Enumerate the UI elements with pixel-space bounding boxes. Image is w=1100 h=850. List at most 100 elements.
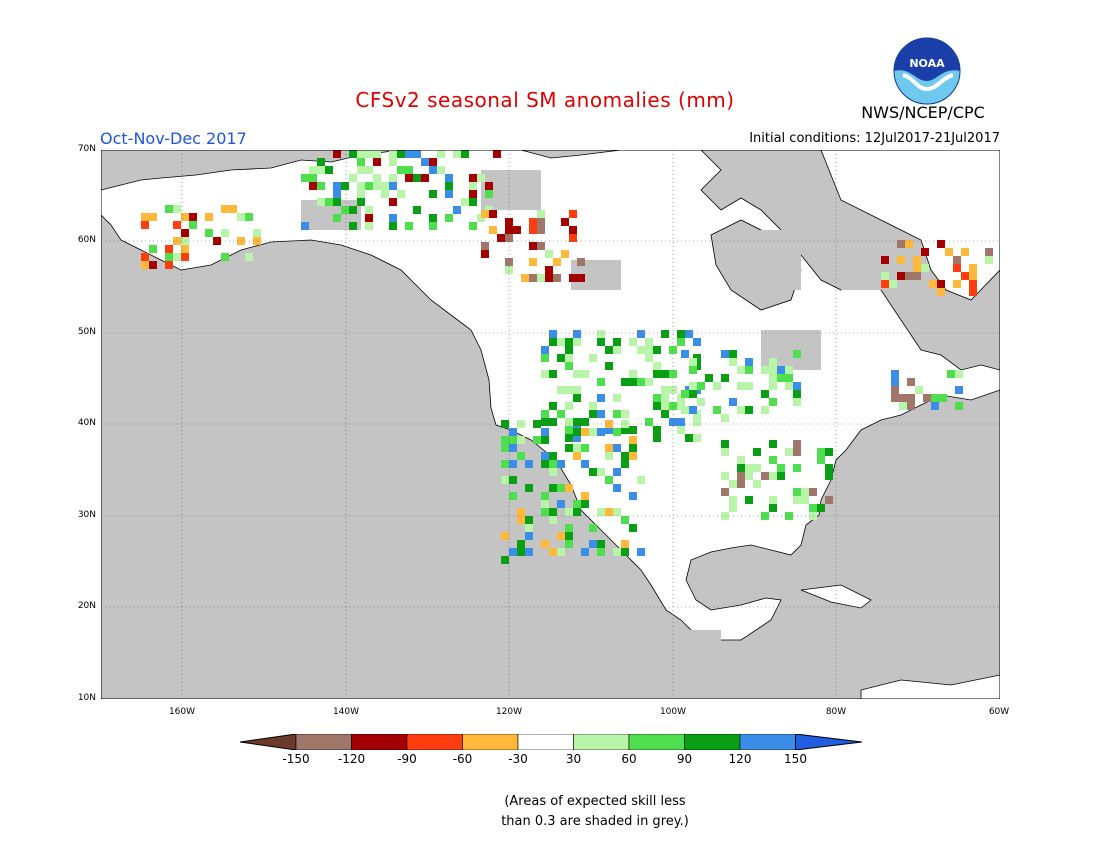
noaa-logo-icon: NOAA <box>893 37 961 105</box>
anomaly-cell <box>769 440 777 448</box>
anomaly-cell <box>907 394 915 402</box>
anomaly-cell <box>389 222 397 230</box>
anomaly-cell <box>581 418 589 426</box>
legend-tick-4: -30 <box>508 752 528 766</box>
lon-label-60w: 60W <box>988 707 1010 717</box>
anomaly-cell <box>525 524 533 532</box>
anomaly-cell <box>445 214 453 222</box>
anomaly-cell <box>445 182 453 190</box>
anomaly-cell <box>661 402 669 410</box>
anomaly-cell <box>621 410 629 418</box>
anomaly-cell <box>333 182 341 190</box>
anomaly-cell <box>341 206 349 214</box>
anomaly-cell <box>785 374 793 382</box>
anomaly-cell <box>557 386 565 394</box>
anomaly-cell <box>541 418 549 426</box>
anomaly-cell <box>397 166 405 174</box>
anomaly-cell <box>565 532 573 540</box>
anomaly-cell <box>685 330 693 338</box>
anomaly-cell <box>921 264 929 272</box>
anomaly-cell <box>165 205 173 213</box>
anomaly-cell <box>141 213 149 221</box>
anomaly-cell <box>825 496 833 504</box>
landmass-south-america-tip <box>860 674 1000 699</box>
anomaly-cell <box>373 182 381 190</box>
anomaly-cell <box>317 182 325 190</box>
anomaly-cell <box>693 434 701 442</box>
anomaly-cell <box>437 150 445 158</box>
anomaly-cell <box>897 240 905 248</box>
anomaly-cell <box>529 274 537 282</box>
anomaly-cell <box>221 205 229 213</box>
anomaly-cell <box>605 346 613 354</box>
anomaly-cell <box>953 280 961 288</box>
anomaly-cell <box>461 150 469 158</box>
anomaly-cell <box>569 234 577 242</box>
anomaly-cell <box>793 496 801 504</box>
anomaly-cell <box>525 548 533 556</box>
lat-label-30n: 30N <box>77 510 96 520</box>
anomaly-cell <box>469 182 477 190</box>
anomaly-map <box>101 150 1000 699</box>
anomaly-cell <box>429 190 437 198</box>
anomaly-cell <box>605 426 613 434</box>
anomaly-cell <box>597 410 605 418</box>
anomaly-cell <box>969 280 977 288</box>
anomaly-cell <box>365 222 373 230</box>
anomaly-cell <box>533 436 541 444</box>
legend-swatch-2 <box>351 734 408 750</box>
anomaly-cell <box>577 274 585 282</box>
anomaly-cell <box>541 346 549 354</box>
anomaly-cell <box>729 496 737 504</box>
anomaly-cell <box>549 508 557 516</box>
anomaly-cell <box>589 354 597 362</box>
anomaly-cell <box>817 504 825 512</box>
anomaly-cell <box>891 386 899 394</box>
anomaly-cell <box>661 410 669 418</box>
anomaly-cell <box>513 226 521 234</box>
anomaly-cell <box>541 500 549 508</box>
anomaly-cell <box>485 182 493 190</box>
anomaly-cell <box>453 206 461 214</box>
anomaly-cell <box>597 394 605 402</box>
anomaly-cell <box>793 488 801 496</box>
anomaly-cell <box>793 440 801 448</box>
anomaly-cell <box>501 532 509 540</box>
anomaly-cell <box>421 158 429 166</box>
anomaly-cell <box>681 390 689 398</box>
anomaly-cell <box>325 198 333 206</box>
anomaly-cell <box>245 253 253 261</box>
anomaly-cell <box>565 524 573 532</box>
anomaly-cell <box>453 150 461 158</box>
anomaly-cell <box>333 150 341 158</box>
anomaly-cell <box>589 524 597 532</box>
anomaly-cell <box>613 338 621 346</box>
anomaly-cell <box>541 452 549 460</box>
anomaly-cell <box>931 402 939 410</box>
anomaly-cell <box>637 378 645 386</box>
anomaly-cell <box>149 261 157 269</box>
anomaly-cell <box>653 426 661 434</box>
anomaly-cell <box>689 382 697 390</box>
anomaly-cell <box>365 166 373 174</box>
legend-swatch-0 <box>240 734 297 750</box>
anomaly-cell <box>621 516 629 524</box>
anomaly-cell <box>557 500 565 508</box>
anomaly-cell <box>181 253 189 261</box>
anomaly-cell <box>461 198 469 206</box>
anomaly-cell <box>357 166 365 174</box>
anomaly-cell <box>653 394 661 402</box>
anomaly-cell <box>629 492 637 500</box>
anomaly-cell <box>613 484 621 492</box>
anomaly-cell <box>621 426 629 434</box>
anomaly-cell <box>597 330 605 338</box>
anomaly-cell <box>605 508 613 516</box>
initial-conditions-label: Initial conditions: 12Jul2017-21Jul2017 <box>749 131 1000 146</box>
lat-label-70n: 70N <box>77 144 96 154</box>
anomaly-cell <box>793 398 801 406</box>
anomaly-cell <box>569 274 577 282</box>
anomaly-cell <box>801 496 809 504</box>
anomaly-cell <box>713 406 721 414</box>
anomaly-cell <box>745 366 753 374</box>
anomaly-cell <box>489 210 497 218</box>
